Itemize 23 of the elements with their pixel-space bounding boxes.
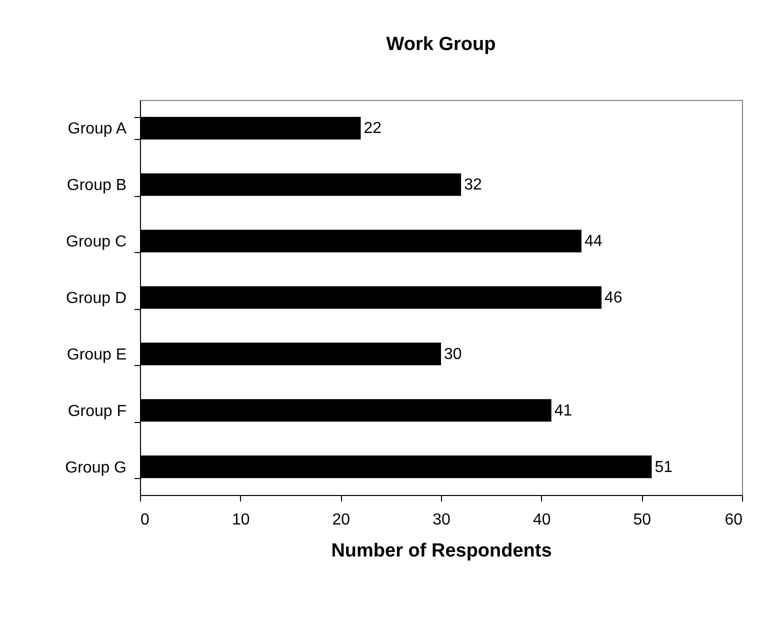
y-tick-label: Group E: [66, 346, 126, 364]
data-label: 32: [464, 176, 482, 194]
data-label: 30: [444, 346, 462, 363]
y-tick-label: Group F: [68, 402, 127, 420]
data-label: 41: [554, 402, 572, 420]
y-tick-label: Group G: [65, 459, 126, 476]
data-label: 22: [364, 120, 382, 138]
data-label: 44: [584, 233, 602, 250]
y-tick-label: Group D: [66, 290, 126, 307]
y-tick-label: Group B: [66, 177, 126, 194]
x-tick-label: 50: [633, 512, 652, 528]
x-tick-label: 30: [432, 512, 450, 528]
data-label: 46: [604, 290, 622, 306]
chart-title: Work Group: [386, 34, 496, 55]
x-tick-label: 10: [232, 512, 250, 528]
x-tick-label: 40: [532, 512, 551, 528]
x-tick-label: 60: [724, 512, 743, 528]
y-tick-label: Group C: [66, 234, 126, 251]
x-tick-label: 20: [332, 512, 350, 528]
y-tick-label: Group A: [68, 120, 127, 138]
data-label: 51: [654, 458, 673, 476]
x-tick-label: 0: [140, 512, 150, 528]
x-axis-title: Number of Respondents: [331, 540, 552, 562]
